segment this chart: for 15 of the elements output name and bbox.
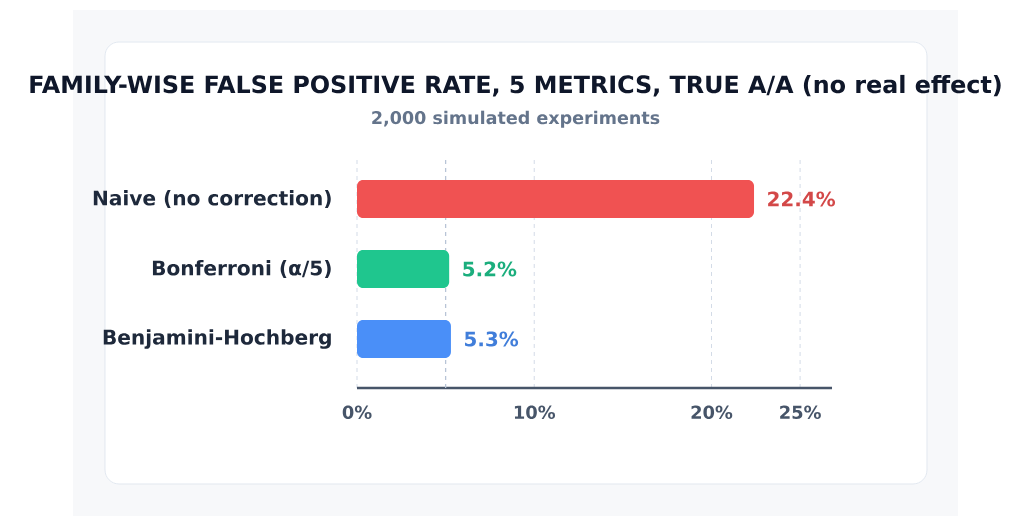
bar <box>357 249 450 288</box>
chart-title: FAMILY-WISE FALSE POSITIVE RATE, 5 METRICS, TRUE A/A (no real effect) <box>30 74 1001 97</box>
y-tick-label: Bonferroni (α/5) <box>152 260 331 278</box>
bar <box>357 319 451 358</box>
bar <box>357 179 755 218</box>
x-tick-label: 20% <box>691 405 733 419</box>
x-tick-label: 0% <box>342 405 372 419</box>
y-tick-label: Benjamini-Hochberg <box>103 329 331 349</box>
chart-subtitle: 2,000 simulated experiments <box>372 110 660 128</box>
data-label: 5.2% <box>463 261 517 277</box>
data-label: 5.3% <box>465 331 519 347</box>
data-label: 22.4% <box>768 191 836 207</box>
x-tick-label: 10% <box>514 405 556 419</box>
x-tick-label: 25% <box>780 405 821 419</box>
y-tick-label: Naive (no correction) <box>93 190 331 208</box>
